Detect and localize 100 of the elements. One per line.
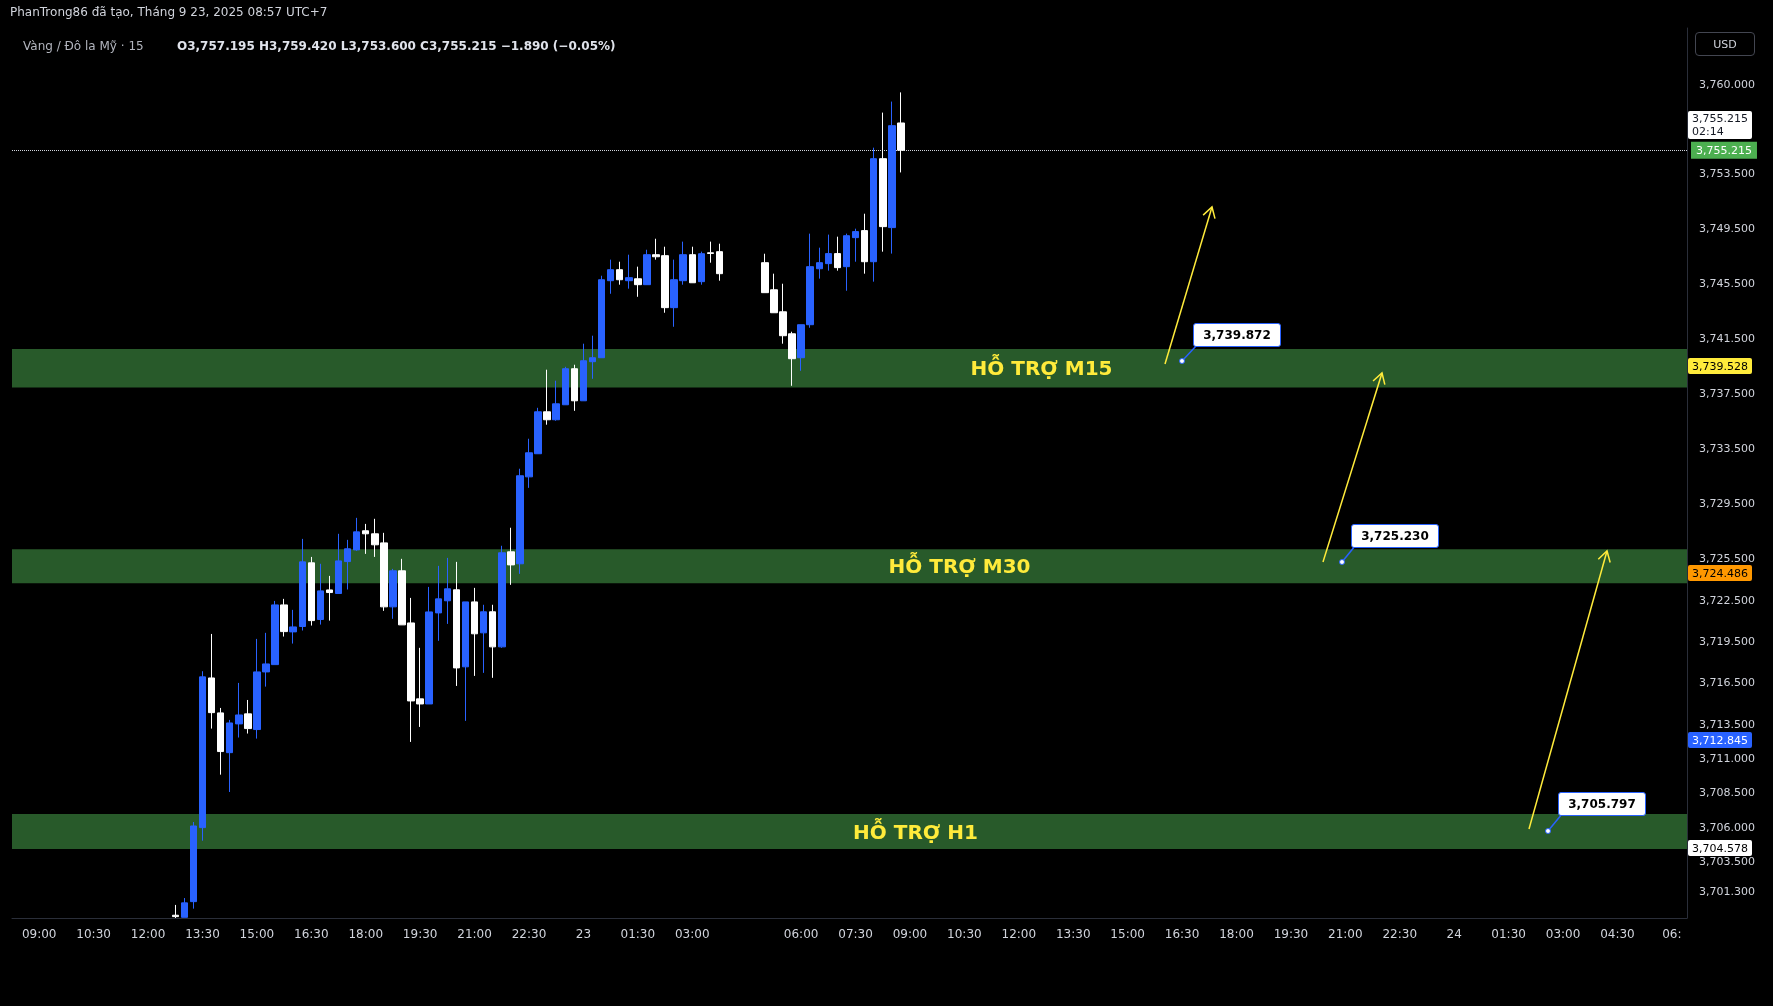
- x-tick-label: 18:00: [348, 927, 384, 941]
- candlestick: [689, 246, 696, 284]
- candlestick: [852, 228, 859, 263]
- x-tick-label: 01:30: [1491, 927, 1526, 941]
- candlestick: [552, 380, 560, 422]
- x-tick-label: 16:30: [1164, 927, 1200, 941]
- x-tick-label: 24: [1446, 927, 1462, 941]
- y-tick-label: 3,725.500: [1699, 552, 1755, 566]
- y-tick-label: 3,706.000: [1699, 820, 1755, 834]
- candlestick: [235, 682, 243, 739]
- y-tick-label: 3,722.500: [1699, 593, 1755, 607]
- candlestick: [335, 533, 342, 594]
- candlestick: [181, 897, 188, 918]
- ref-line-label: 3,755.215: [1696, 143, 1752, 157]
- candlestick: [444, 557, 451, 625]
- text: 3,739.528: [1688, 358, 1752, 374]
- text: Vàng / Đô la Mỹ · 15: [23, 39, 144, 53]
- text: 3,704.578: [1688, 840, 1752, 856]
- band-label: HỖ TRỢ M15: [970, 353, 1113, 381]
- candlestick: [571, 364, 578, 412]
- x-tick-label: 22:30: [1382, 927, 1418, 941]
- candlestick: [244, 699, 252, 735]
- text: 3,724.486: [1688, 565, 1752, 581]
- candlestick: [289, 609, 297, 645]
- x-tick-label: 09:00: [892, 927, 928, 941]
- candlestick: [299, 538, 306, 631]
- candlestick: [707, 241, 714, 264]
- candlestick: [217, 707, 224, 776]
- candlestick: [453, 561, 460, 687]
- candlestick: [462, 601, 469, 722]
- x-tick-label: 10:30: [947, 927, 982, 941]
- candlestick: [825, 234, 832, 272]
- x-tick-label: 19:30: [402, 927, 438, 941]
- candlestick: [834, 236, 841, 272]
- x-tick-label: 12:00: [130, 927, 166, 941]
- x-tick-label: 21:00: [457, 927, 492, 941]
- candlestick: [208, 633, 215, 730]
- x-tick-label: 09:00: [21, 927, 57, 941]
- text: USD: [1695, 32, 1755, 56]
- candlestick: [888, 101, 896, 255]
- y-tick-label: 3,701.300: [1699, 885, 1755, 899]
- candlestick: [317, 563, 324, 626]
- candlestick: [326, 575, 333, 622]
- y-tick-label: 3,749.500: [1699, 222, 1755, 236]
- band-label: HỖ TRỢ H1: [853, 816, 978, 844]
- candlestick: [435, 565, 442, 642]
- candlestick: [543, 369, 551, 426]
- x-tick-label: 15:00: [239, 927, 275, 941]
- band-label: HỖ TRỢ M30: [888, 551, 1031, 579]
- annotation: 3,725.230: [1351, 524, 1439, 548]
- candlestick: [897, 91, 905, 173]
- y-tick-label: 3,745.500: [1699, 277, 1755, 291]
- x-tick-label: 10:30: [76, 927, 111, 941]
- x-tick-label: 03:00: [1545, 927, 1581, 941]
- y-tick-label: 3,713.500: [1699, 717, 1755, 731]
- y-tick-label: 3,708.500: [1699, 786, 1755, 800]
- x-tick-label: 15:00: [1110, 927, 1145, 941]
- annotation: 3,705.797: [1558, 792, 1646, 816]
- candlestick: [362, 523, 369, 555]
- x-tick-label: 23: [575, 927, 592, 941]
- candlestick: [280, 598, 288, 638]
- candlestick: [580, 343, 587, 402]
- candlestick: [698, 251, 705, 286]
- candlestick: [507, 527, 515, 586]
- candlestick: [870, 147, 877, 283]
- candlestick: [498, 545, 506, 649]
- x-tick-label: 06:00: [783, 927, 819, 941]
- y-tick-label: 3,753.500: [1699, 167, 1755, 181]
- x-tick-label: 18:00: [1219, 927, 1254, 941]
- y-tick-label: 3,719.500: [1699, 635, 1755, 649]
- y-tick-label: 3,703.500: [1699, 855, 1755, 869]
- candlestick: [816, 247, 823, 280]
- x-tick-label: 13:30: [1055, 927, 1091, 941]
- candlestick: [425, 586, 433, 705]
- candlestick: [598, 275, 605, 359]
- candlestick: [489, 604, 496, 679]
- x-tick-label: 07:30: [838, 927, 873, 941]
- y-tick-label: 3,737.500: [1699, 387, 1755, 401]
- candlestick: [172, 904, 179, 919]
- x-tick-label: 01:30: [620, 927, 656, 941]
- candlestick: [643, 249, 651, 286]
- annotation: 3,739.872: [1193, 323, 1281, 347]
- text: 02:14: [1691, 125, 1725, 138]
- candlestick: [471, 587, 478, 677]
- y-tick-label: 3,760.000: [1699, 77, 1755, 91]
- y-tick-label: 3,711.000: [1699, 751, 1755, 765]
- text: PhanTrong86 đã tạo, Tháng 9 23, 2025 08:57 UTC+7: [10, 5, 328, 19]
- x-tick-label: 04:30: [1600, 927, 1635, 941]
- candlestick: [625, 254, 633, 290]
- candlestick: [589, 335, 596, 380]
- y-tick-label: 3,729.500: [1699, 497, 1755, 511]
- text: 3,755.215: [1691, 112, 1749, 125]
- text: O3,757.195 H3,759.420 L3,753.600 C3,755.215 −1.890 (−0.05%): [177, 39, 616, 53]
- candlestick: [843, 233, 850, 292]
- candlestick: [344, 539, 351, 591]
- y-tick-label: 3,716.500: [1699, 676, 1755, 690]
- x-tick-label: 12:00: [1001, 927, 1037, 941]
- candlestick: [480, 604, 487, 674]
- x-tick-label: 13:30: [185, 927, 220, 941]
- x-tick-label: 03:00: [674, 927, 710, 941]
